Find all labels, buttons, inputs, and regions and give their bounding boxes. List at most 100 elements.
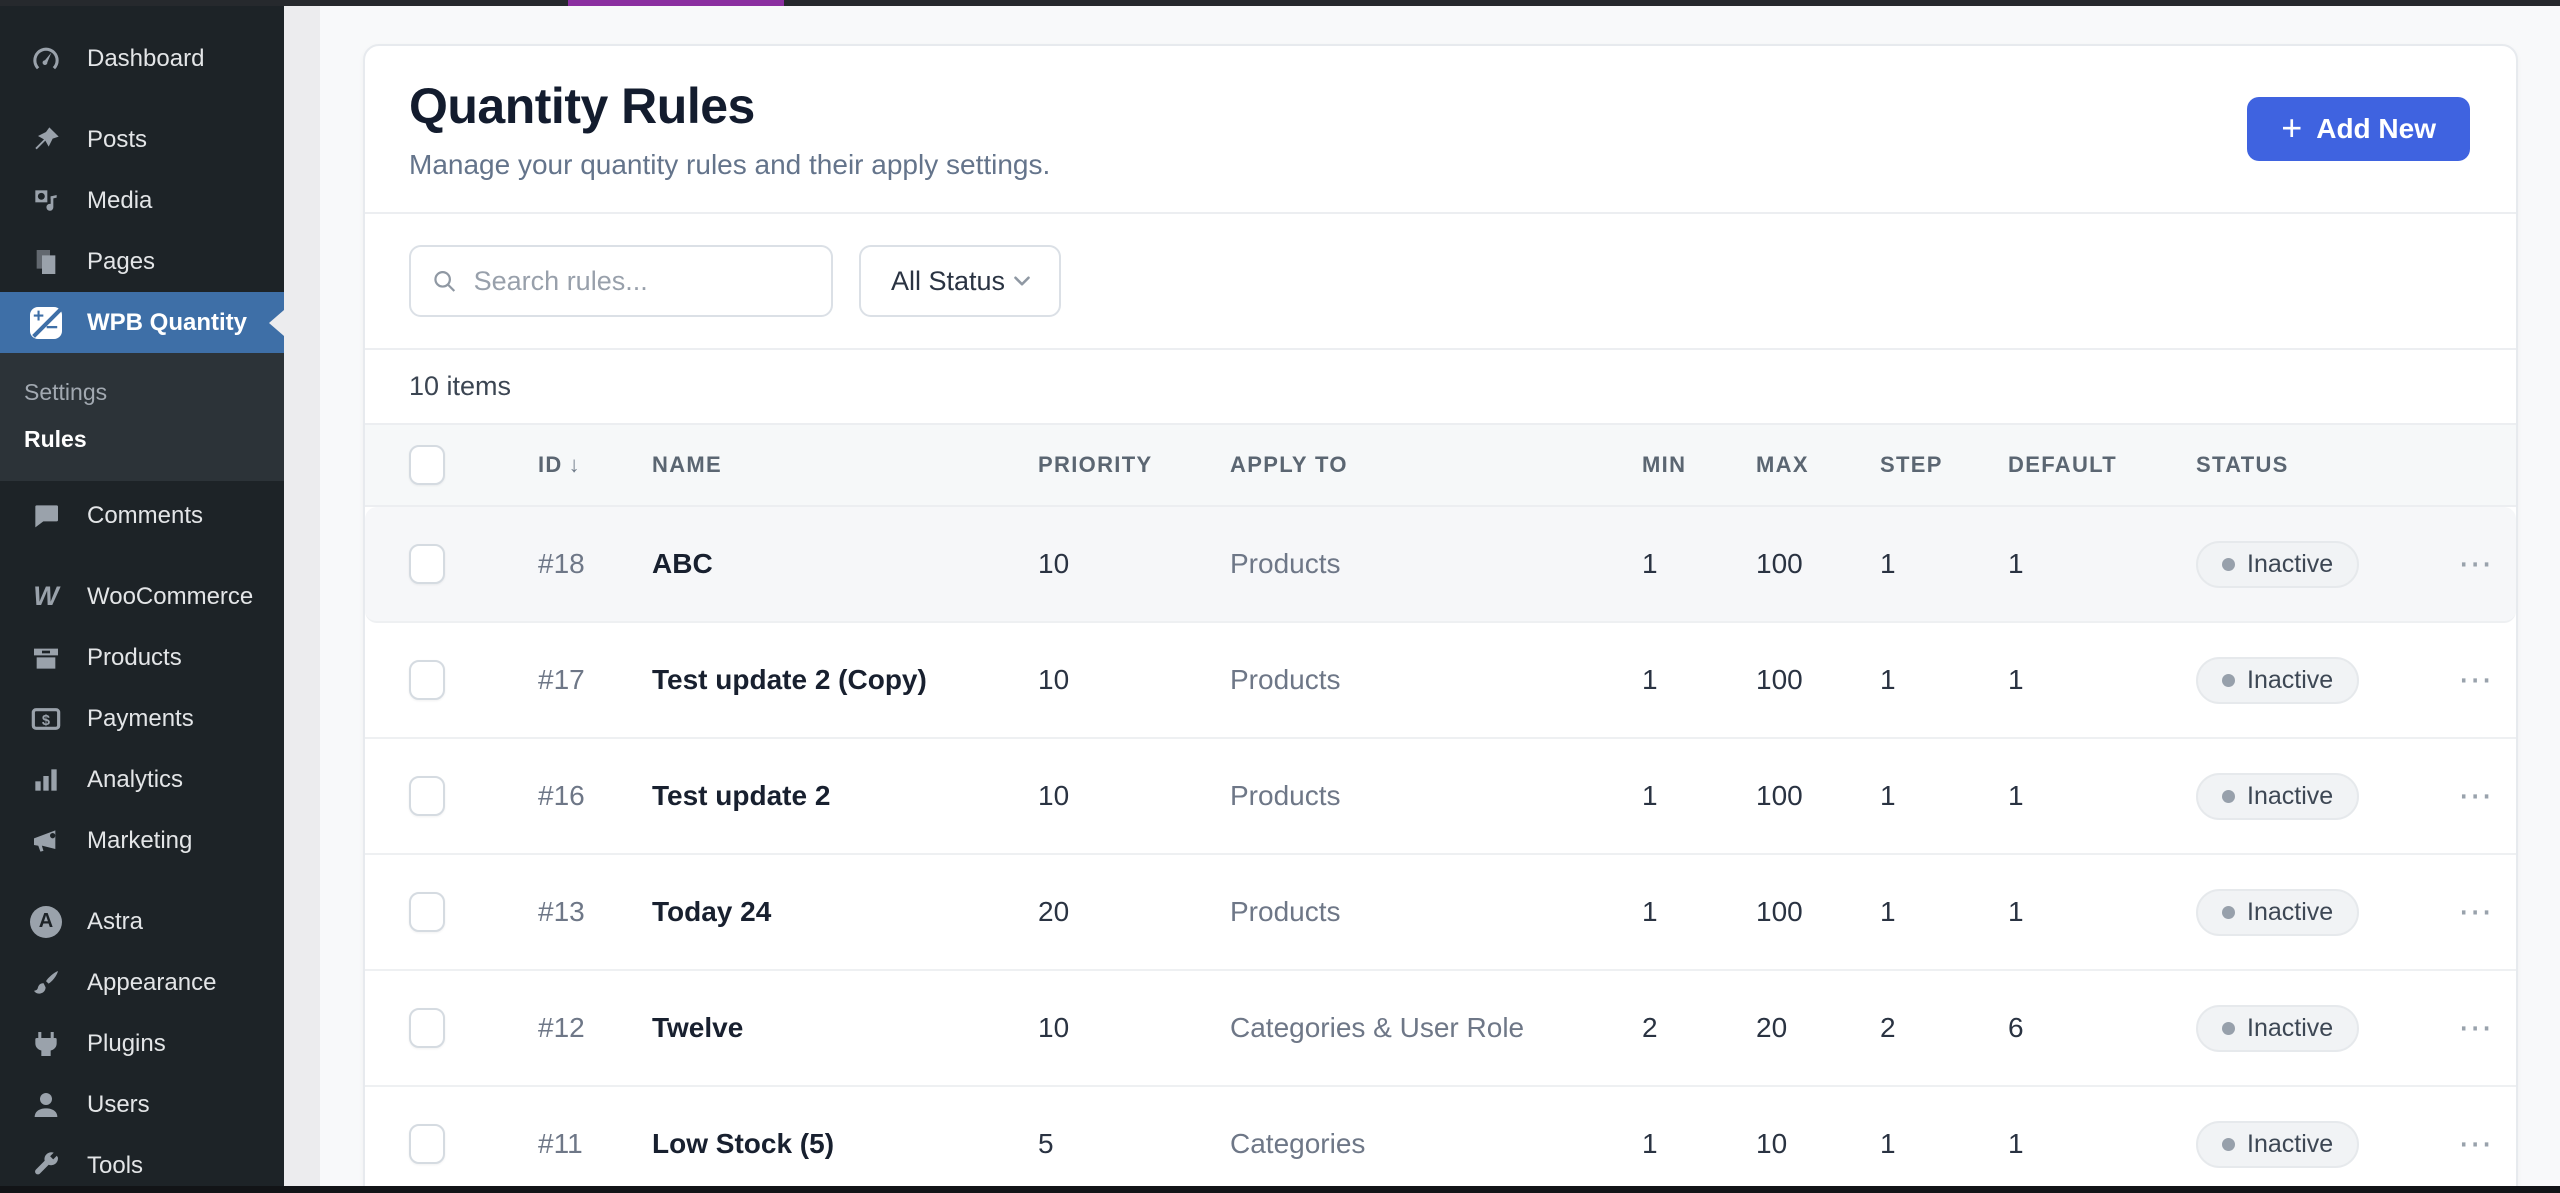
page-title: Quantity Rules [409, 78, 755, 134]
row-actions-menu-icon[interactable]: ⋯ [2458, 776, 2494, 815]
sidebar-item-payments[interactable]: $ Payments [0, 688, 284, 749]
plug-icon [29, 1027, 63, 1061]
column-label: APPLY TO [1230, 452, 1348, 477]
submenu-item-rules[interactable]: Rules [0, 416, 284, 463]
row-actions-menu-icon[interactable]: ⋯ [2458, 1124, 2494, 1163]
row-checkbox[interactable] [409, 892, 445, 932]
column-header-default[interactable]: DEFAULT [2008, 452, 2196, 478]
rule-name[interactable]: Twelve [652, 1012, 744, 1043]
rule-apply-to: Products [1230, 664, 1341, 695]
rule-name[interactable]: Low Stock (5) [652, 1128, 835, 1159]
row-actions-menu-icon[interactable]: ⋯ [2458, 660, 2494, 699]
sidebar-item-marketing[interactable]: Marketing [0, 810, 284, 871]
menu-separator [0, 546, 284, 566]
sidebar-item-comments[interactable]: Comments [0, 485, 284, 546]
rule-max: 100 [1756, 896, 1803, 927]
rule-id: #16 [538, 780, 585, 811]
row-checkbox[interactable] [409, 544, 445, 584]
rule-step: 1 [1880, 664, 1896, 695]
status-filter-select[interactable]: All Status [859, 245, 1061, 317]
row-actions-menu-icon[interactable]: ⋯ [2458, 892, 2494, 931]
rule-priority: 20 [1038, 896, 1070, 927]
items-count-bar: 10 items [365, 350, 2516, 423]
table-row: #11 Low Stock (5) 5 Categories 1 10 1 1 … [365, 1087, 2516, 1193]
rule-priority: 10 [1038, 780, 1070, 811]
status-badge: Inactive [2196, 888, 2360, 936]
rule-min: 2 [1642, 1012, 1658, 1043]
row-actions-menu-icon[interactable]: ⋯ [2458, 1008, 2494, 1047]
rule-step: 2 [1880, 1012, 1896, 1043]
column-header-step[interactable]: STEP [1880, 452, 2008, 478]
comment-icon [29, 499, 63, 533]
column-header-id[interactable]: ID ↓ [538, 452, 652, 478]
status-dot-icon [2222, 1021, 2235, 1035]
user-icon [29, 1088, 63, 1122]
rule-default: 1 [2008, 896, 2024, 927]
sidebar-item-label: WooCommerce [87, 582, 254, 610]
woocommerce-icon: W [33, 581, 59, 611]
row-checkbox[interactable] [409, 660, 445, 700]
header-checkbox-cell [365, 445, 538, 485]
column-header-name[interactable]: NAME [652, 452, 1038, 478]
row-checkbox[interactable] [409, 1124, 445, 1164]
rule-id: #11 [538, 1128, 583, 1159]
sidebar-item-wpb-quantity[interactable]: + − WPB Quantity [0, 292, 284, 353]
rule-priority: 10 [1038, 548, 1070, 579]
rule-default: 1 [2008, 780, 2024, 811]
admin-sidebar: Dashboard Posts Media Pages + − WPB [0, 6, 284, 1187]
status-label: Inactive [2247, 665, 2334, 694]
column-header-min[interactable]: MIN [1642, 452, 1756, 478]
sidebar-item-astra[interactable]: A Astra [0, 891, 284, 952]
window-top-bar [0, 0, 2560, 6]
select-all-checkbox[interactable] [409, 445, 445, 485]
items-count: 10 items [409, 371, 512, 401]
sidebar-item-woocommerce[interactable]: W WooCommerce [0, 566, 284, 627]
row-checkbox[interactable] [409, 776, 445, 816]
rule-default: 1 [2008, 664, 2024, 695]
sidebar-item-pages[interactable]: Pages [0, 231, 284, 292]
row-checkbox[interactable] [409, 1008, 445, 1048]
current-menu-arrow [269, 309, 284, 336]
rule-min: 1 [1642, 780, 1658, 811]
sidebar-item-posts[interactable]: Posts [0, 109, 284, 170]
main-content: Quantity Rules Manage your quantity rule… [320, 6, 2560, 1193]
column-header-priority[interactable]: PRIORITY [1038, 452, 1230, 478]
sidebar-item-users[interactable]: Users [0, 1074, 284, 1135]
search-input[interactable] [473, 265, 811, 297]
status-filter-value: All Status [891, 265, 1006, 296]
column-label: STEP [1880, 452, 1943, 477]
astra-icon: A [29, 905, 63, 939]
submenu-item-settings[interactable]: Settings [0, 369, 284, 416]
add-new-button[interactable]: + Add New [2247, 97, 2470, 161]
rule-name[interactable]: Today 24 [652, 896, 772, 927]
table-row: #13 Today 24 20 Products 1 100 1 1 Inact… [365, 855, 2516, 971]
rule-name[interactable]: Test update 2 (Copy) [652, 664, 927, 695]
sidebar-item-products[interactable]: Products [0, 627, 284, 688]
sidebar-item-label: Posts [87, 125, 148, 153]
rule-name[interactable]: Test update 2 [652, 780, 831, 811]
rule-id: #17 [538, 664, 585, 695]
rule-priority: 10 [1038, 1012, 1070, 1043]
sidebar-item-analytics[interactable]: Analytics [0, 749, 284, 810]
sidebar-item-dashboard[interactable]: Dashboard [0, 28, 284, 89]
sidebar-item-media[interactable]: Media [0, 170, 284, 231]
rule-name[interactable]: ABC [652, 548, 713, 579]
rule-id: #12 [538, 1012, 585, 1043]
sidebar-item-plugins[interactable]: Plugins [0, 1013, 284, 1074]
column-label: DEFAULT [2008, 452, 2118, 477]
row-actions-menu-icon[interactable]: ⋯ [2458, 544, 2494, 583]
loading-progress-bar [568, 0, 784, 6]
column-header-status[interactable]: STATUS [2196, 452, 2436, 478]
rule-apply-to: Products [1230, 780, 1341, 811]
spacer [0, 6, 284, 28]
sidebar-item-tools[interactable]: Tools [0, 1135, 284, 1187]
column-header-apply-to[interactable]: APPLY TO [1230, 452, 1642, 478]
sidebar-item-label: Users [87, 1090, 150, 1118]
sidebar-item-appearance[interactable]: Appearance [0, 952, 284, 1013]
rule-max: 100 [1756, 548, 1803, 579]
column-header-max[interactable]: MAX [1756, 452, 1880, 478]
menu-separator [0, 871, 284, 891]
submenu-label: Rules [24, 426, 87, 452]
sidebar-item-label: Comments [87, 501, 204, 529]
